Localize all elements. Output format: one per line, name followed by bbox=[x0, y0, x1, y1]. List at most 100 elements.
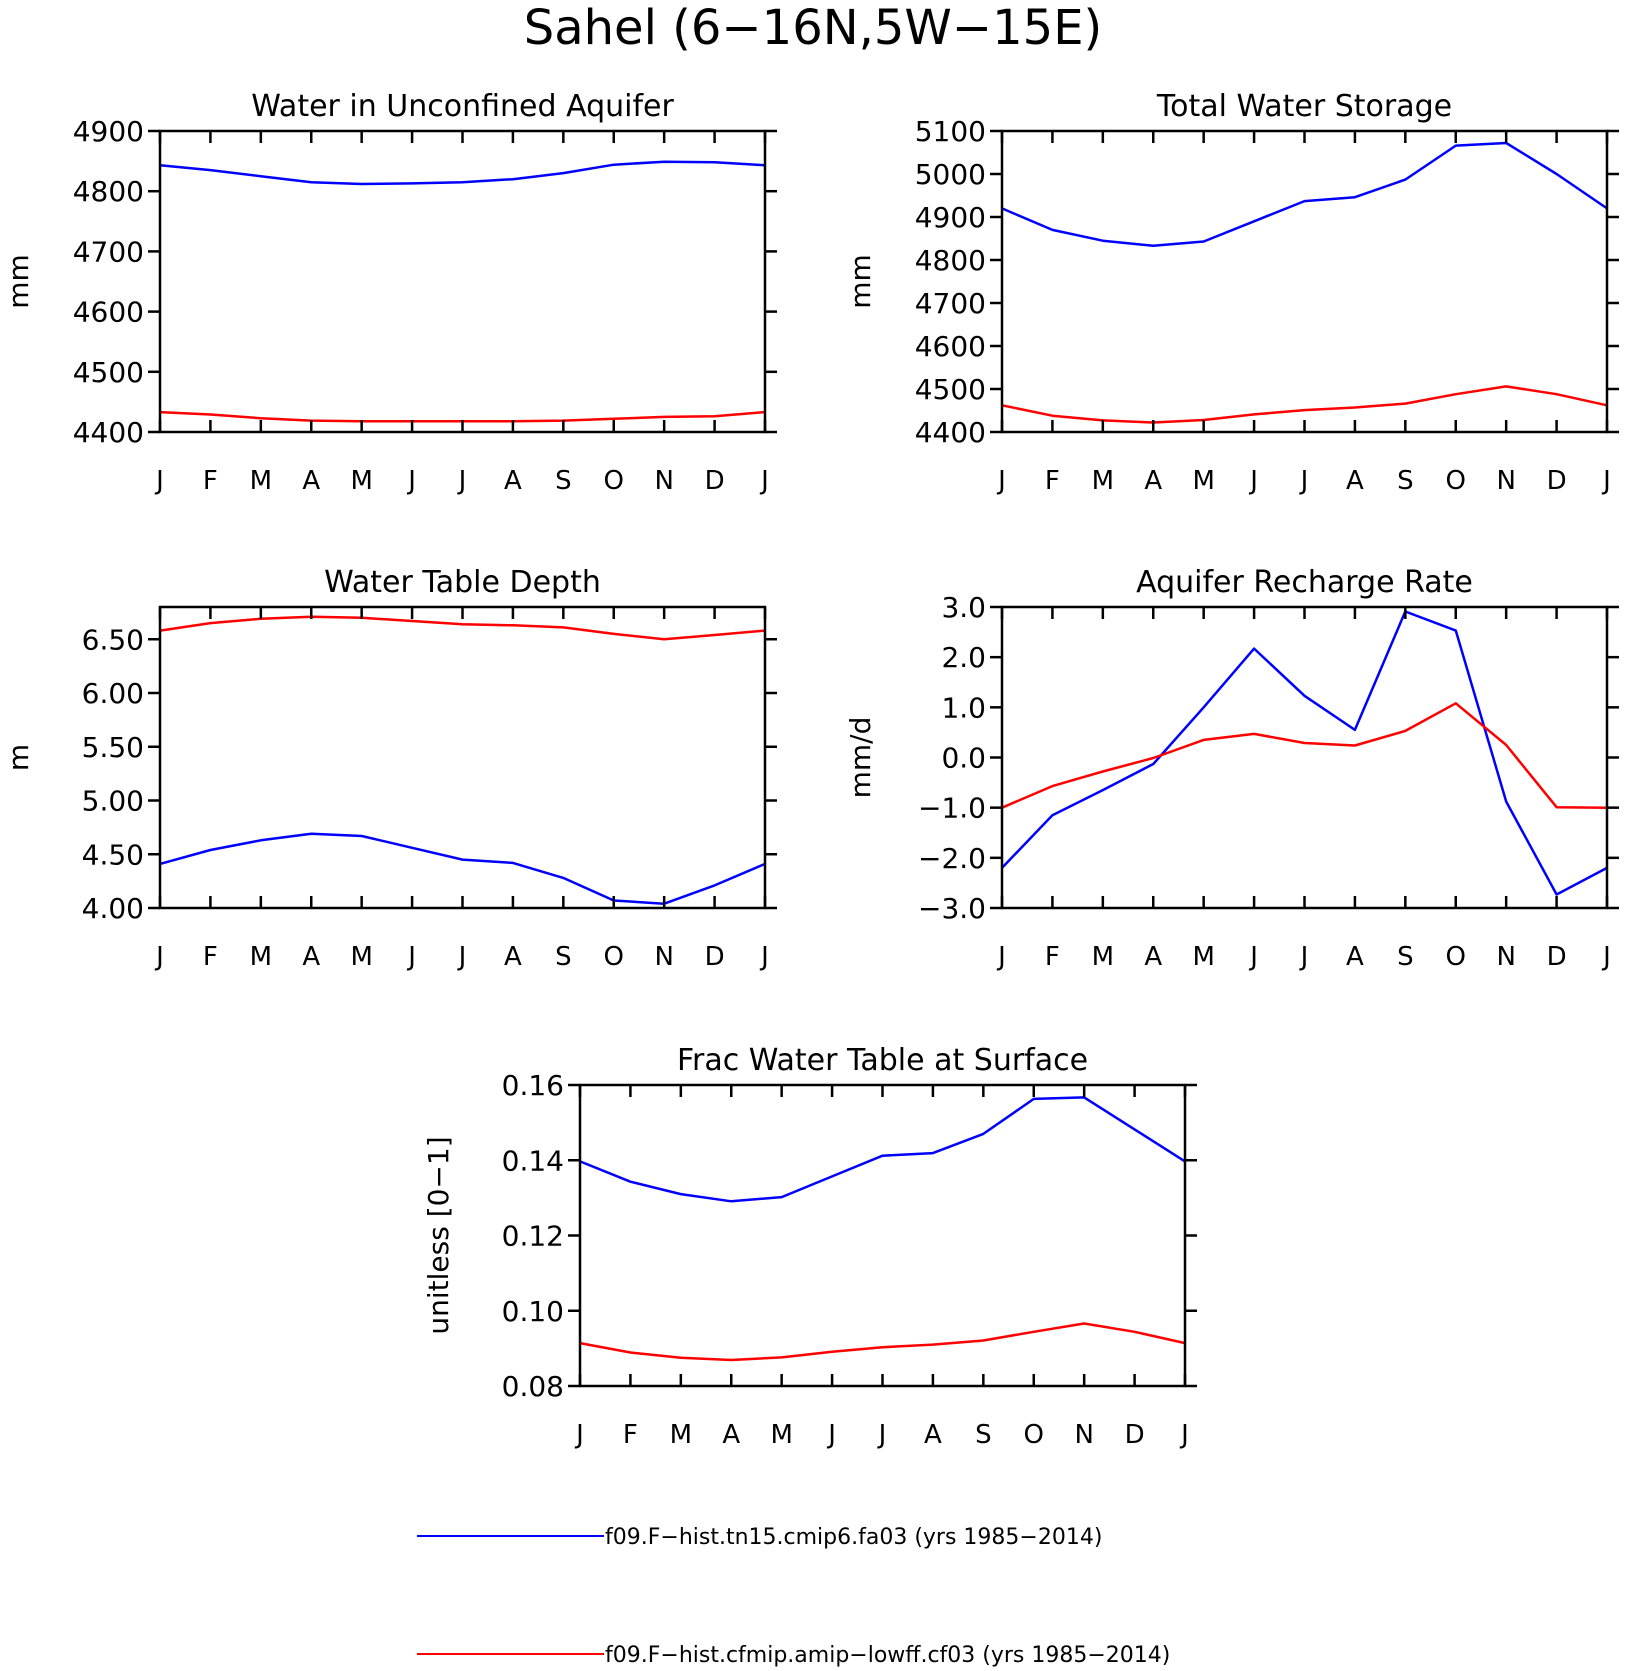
legend-label-cmip6: f09.F−hist.tn15.cmip6.fa03 (yrs 1985−201… bbox=[605, 1525, 1102, 1550]
x-tick-label: N bbox=[1496, 466, 1515, 496]
panel-title: Aquifer Recharge Rate bbox=[1136, 565, 1473, 600]
y-tick-label: 4500 bbox=[915, 373, 986, 406]
x-tick-label: J bbox=[406, 466, 416, 496]
x-tick-label: J bbox=[826, 1420, 836, 1450]
x-tick-label: M bbox=[1192, 466, 1214, 496]
plot-frame bbox=[578, 1083, 1187, 1388]
y-tick-label: 5.00 bbox=[82, 785, 144, 818]
x-tick-label: M bbox=[250, 466, 272, 496]
x-tick-label: S bbox=[1397, 466, 1414, 496]
chart-panel-total-water-storage: J F M A M J J A S O N D J440045004600470048004900500… bbox=[844, 89, 1619, 496]
x-tick-label: F bbox=[203, 942, 218, 972]
x-tick-label: A bbox=[1144, 466, 1162, 496]
series-line-cfmip bbox=[1001, 385, 1608, 424]
x-tick-label: A bbox=[302, 466, 320, 496]
chart-panel-water-table-depth: J F M A M J J A S O N D J4.004.505.005.506.006.50Wat… bbox=[2, 565, 777, 972]
series-line-cfmip bbox=[159, 615, 766, 641]
x-tick-label: J bbox=[1601, 466, 1611, 496]
x-tick-label: J bbox=[1248, 942, 1258, 972]
panel-title: Frac Water Table at Surface bbox=[677, 1043, 1088, 1078]
chart-panel-unconfined-aquifer: J F M A M J J A S O N D J440045004600470048004900Wat… bbox=[2, 89, 777, 496]
panel-title: Water in Unconfined Aquifer bbox=[251, 89, 674, 124]
y-tick-label: 4600 bbox=[73, 296, 144, 329]
y-axis-label: mm/d bbox=[844, 717, 877, 799]
x-tick-label: J bbox=[996, 466, 1006, 496]
x-tick-label: D bbox=[1547, 466, 1567, 496]
x-tick-label: O bbox=[604, 466, 624, 496]
x-tick-label: S bbox=[555, 466, 572, 496]
x-tick-label: M bbox=[1192, 942, 1214, 972]
y-axis-label: m bbox=[2, 744, 35, 771]
y-tick-label: −3.0 bbox=[918, 892, 986, 925]
series-line-cmip6 bbox=[159, 160, 766, 186]
x-tick-label: M bbox=[250, 942, 272, 972]
x-tick-label: J bbox=[457, 942, 467, 972]
y-axis-label: unitless [0−1] bbox=[422, 1136, 455, 1334]
y-axis-label: mm bbox=[2, 254, 35, 309]
panel-title: Water Table Depth bbox=[324, 565, 601, 600]
y-tick-label: 4800 bbox=[915, 244, 986, 277]
x-tick-label: D bbox=[1547, 942, 1567, 972]
x-tick-label: A bbox=[1346, 466, 1364, 496]
y-tick-label: 3.0 bbox=[941, 591, 986, 624]
x-tick-label: S bbox=[555, 942, 572, 972]
x-tick-label: J bbox=[406, 942, 416, 972]
x-tick-label: O bbox=[1446, 466, 1466, 496]
x-tick-label: N bbox=[1074, 1420, 1093, 1450]
x-tick-label: A bbox=[302, 942, 320, 972]
x-tick-label: O bbox=[1024, 1420, 1044, 1450]
legend: f09.F−hist.tn15.cmip6.fa03 (yrs 1985−201… bbox=[417, 1525, 1170, 1668]
x-tick-label: J bbox=[154, 466, 164, 496]
y-tick-label: 1.0 bbox=[941, 691, 986, 724]
chart-panel-aquifer-recharge-rate: J F M A M J J A S O N D J−3.0−2.0−1.00.01.02.03.0Aqu… bbox=[844, 565, 1619, 972]
x-tick-label: D bbox=[705, 466, 725, 496]
legend-item-cmip6: f09.F−hist.tn15.cmip6.fa03 (yrs 1985−201… bbox=[417, 1525, 1102, 1550]
x-tick-label: J bbox=[1299, 942, 1309, 972]
x-tick-label: M bbox=[770, 1420, 792, 1450]
x-tick-label: J bbox=[1601, 942, 1611, 972]
plot-frame bbox=[158, 605, 767, 910]
y-tick-label: 6.00 bbox=[82, 677, 144, 710]
legend-item-cfmip: f09.F−hist.cfmip.amip−lowff.cf03 (yrs 19… bbox=[417, 1643, 1170, 1668]
y-tick-label: 5000 bbox=[915, 158, 986, 191]
y-tick-label: 4700 bbox=[915, 287, 986, 320]
x-tick-label: J bbox=[1248, 466, 1258, 496]
x-tick-label: N bbox=[1496, 942, 1515, 972]
chart-panels: J F M A M J J A S O N D J440045004600470048004900Wat… bbox=[2, 89, 1619, 1450]
y-tick-label: 0.0 bbox=[941, 742, 986, 775]
series-line-cmip6 bbox=[1001, 610, 1608, 896]
x-tick-label: J bbox=[457, 466, 467, 496]
y-tick-label: −2.0 bbox=[918, 842, 986, 875]
y-tick-label: 5.50 bbox=[82, 731, 144, 764]
x-tick-label: J bbox=[154, 942, 164, 972]
y-tick-label: 5100 bbox=[915, 115, 986, 148]
x-tick-label: A bbox=[504, 942, 522, 972]
series-line-cmip6 bbox=[579, 1096, 1186, 1203]
x-tick-label: M bbox=[350, 466, 372, 496]
y-tick-label: 4.50 bbox=[82, 838, 144, 871]
y-tick-label: 4.00 bbox=[82, 892, 144, 925]
x-tick-label: O bbox=[1446, 942, 1466, 972]
x-tick-label: F bbox=[623, 1420, 638, 1450]
figure-title: Sahel (6−16N,5W−15E) bbox=[524, 0, 1103, 56]
y-tick-label: 4400 bbox=[915, 416, 986, 449]
x-tick-label: N bbox=[654, 942, 673, 972]
legend-label-cfmip: f09.F−hist.cfmip.amip−lowff.cf03 (yrs 19… bbox=[605, 1643, 1170, 1668]
x-tick-label: S bbox=[975, 1420, 992, 1450]
y-tick-label: 6.50 bbox=[82, 623, 144, 656]
y-tick-label: 4500 bbox=[73, 356, 144, 389]
x-tick-label: J bbox=[759, 942, 769, 972]
x-tick-label: M bbox=[1092, 942, 1114, 972]
y-tick-label: 2.0 bbox=[941, 641, 986, 674]
x-tick-label: J bbox=[1179, 1420, 1189, 1450]
x-tick-label: A bbox=[504, 466, 522, 496]
x-tick-label: A bbox=[1346, 942, 1364, 972]
y-tick-label: 4800 bbox=[73, 175, 144, 208]
series-line-cfmip bbox=[159, 410, 766, 423]
x-tick-label: O bbox=[604, 942, 624, 972]
panel-title: Total Water Storage bbox=[1156, 89, 1452, 124]
y-tick-label: 4400 bbox=[73, 416, 144, 449]
x-tick-label: M bbox=[350, 942, 372, 972]
